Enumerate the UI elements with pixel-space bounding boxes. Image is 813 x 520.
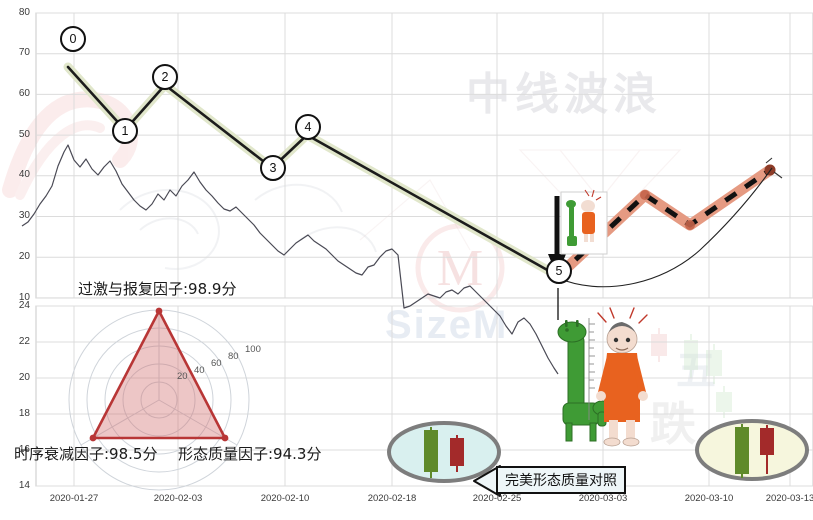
x-tick-4: 2020-02-25 <box>472 493 522 504</box>
wave-node-4-label: 4 <box>304 120 312 134</box>
wave-node-0-label: 0 <box>69 32 77 46</box>
y-tick-price-6: 20 <box>18 251 30 262</box>
svg-text:M: M <box>437 240 483 297</box>
y-tick-price-1: 70 <box>18 47 30 58</box>
radar-label-left: 时序衰减因子:98.5分 <box>14 445 158 463</box>
wave-node-2-label: 2 <box>161 70 169 84</box>
watermark-five-text: 五 <box>676 348 716 394</box>
y-tick-lower-3: 18 <box>18 408 30 419</box>
wave-node-0[interactable]: 0 <box>60 26 86 52</box>
cartoon-sticker-large <box>557 307 648 447</box>
y-tick-price-0: 80 <box>18 7 30 18</box>
y-tick-price-4: 40 <box>18 169 30 180</box>
projection-node-a <box>640 190 650 200</box>
y-tick-price-3: 50 <box>18 129 30 140</box>
wave-node-5-label: 5 <box>555 264 563 278</box>
radar-ring-tick-40: 40 <box>194 365 205 376</box>
radar-ring-tick-20: 20 <box>177 371 188 382</box>
callout-box: 完美形态质量对照 <box>496 466 626 494</box>
y-tick-price-2: 60 <box>18 88 30 99</box>
projection-node-b <box>685 220 695 230</box>
wave-node-3-label: 3 <box>269 161 277 175</box>
wave-node-1[interactable]: 1 <box>112 118 138 144</box>
radar-label-right: 形态质量因子:94.3分 <box>178 445 322 463</box>
radar-polygon <box>91 309 227 440</box>
right-pattern-oval <box>695 419 809 481</box>
cartoon-sticker-small <box>560 189 608 255</box>
forecast-band <box>552 164 776 282</box>
x-tick-7: 2020-03-13 <box>765 493 813 504</box>
forecast-dashed-line <box>556 167 772 278</box>
radar-label-top: 过激与报复因子:98.9分 <box>78 280 237 298</box>
wave-node-4[interactable]: 4 <box>295 114 321 140</box>
wave-node-1-label: 1 <box>121 124 129 138</box>
radar-vertex-top <box>155 307 163 315</box>
y-tick-lower-5: 14 <box>18 480 30 491</box>
y-tick-lower-4: 16 <box>18 444 30 455</box>
endpoint-whisker <box>765 157 783 179</box>
radar-ring-tick-100: 100 <box>245 344 261 355</box>
x-tick-1: 2020-02-03 <box>153 493 203 504</box>
wave-node-2[interactable]: 2 <box>152 64 178 90</box>
projection-guide-curve <box>557 167 773 288</box>
y-tick-lower-2: 20 <box>18 372 30 383</box>
wave-node-5[interactable]: 5 <box>546 258 572 284</box>
projection-node-c <box>764 164 776 176</box>
watermark-main-text: 中线波浪 <box>466 69 662 120</box>
radar-vertex-right <box>221 434 229 442</box>
wave-node-3[interactable]: 3 <box>260 155 286 181</box>
left-pattern-oval <box>387 421 501 483</box>
watermark-brand-text: SizeM <box>385 303 509 347</box>
x-tick-2: 2020-02-10 <box>260 493 310 504</box>
y-tick-lower-1: 22 <box>18 336 30 347</box>
x-tick-5: 2020-03-03 <box>578 493 628 504</box>
y-tick-lower-0: 24 <box>18 300 30 311</box>
y-tick-price-5: 30 <box>18 210 30 221</box>
x-tick-6: 2020-03-10 <box>684 493 734 504</box>
watermark-fall-text: 跌 <box>650 397 696 451</box>
x-tick-3: 2020-02-18 <box>367 493 417 504</box>
radar-vertex-left <box>89 434 97 442</box>
radar-ring-tick-60: 60 <box>211 358 222 369</box>
x-tick-0: 2020-01-27 <box>49 493 99 504</box>
radar-ring-tick-80: 80 <box>228 351 239 362</box>
